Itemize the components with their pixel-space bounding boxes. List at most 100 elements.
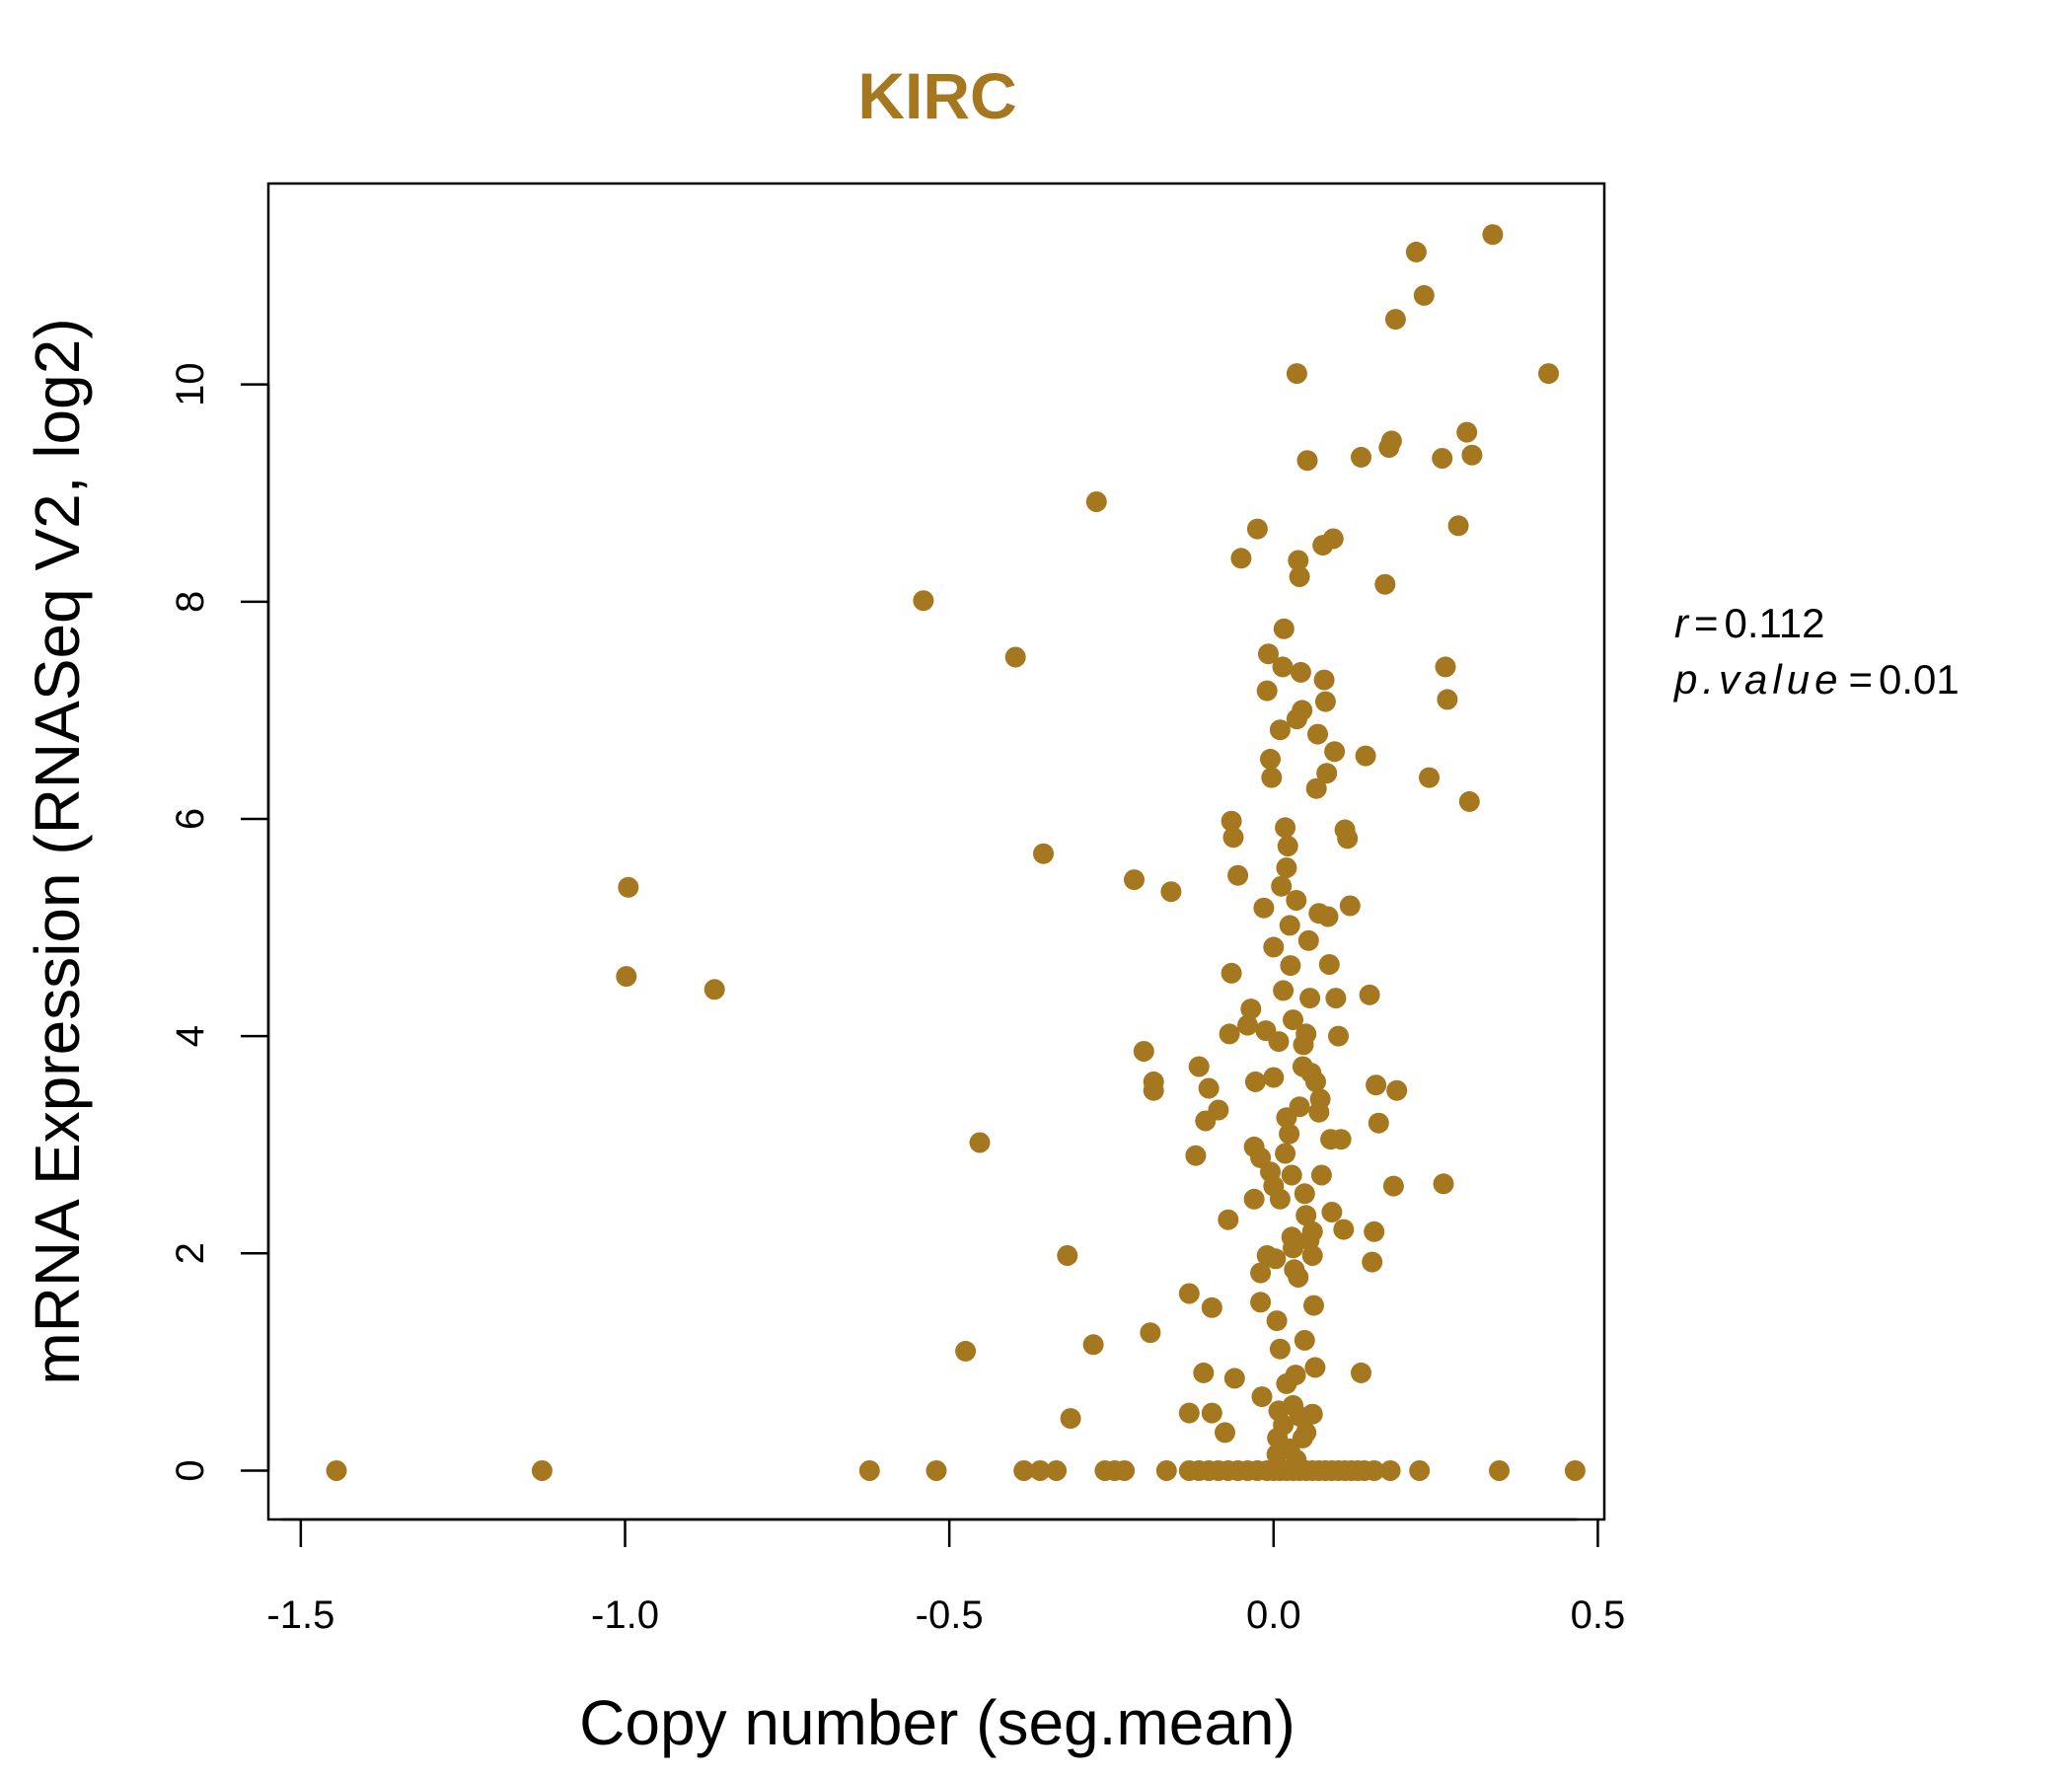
data-point xyxy=(1188,1056,1210,1077)
r-stat-equals: = xyxy=(1694,600,1719,646)
data-point xyxy=(1275,817,1296,839)
p-stat: p.value = 0.01 xyxy=(1672,656,1960,703)
data-point xyxy=(1004,646,1026,668)
data-point xyxy=(1185,1145,1207,1166)
data-point xyxy=(1290,661,1311,683)
data-point xyxy=(1314,691,1336,712)
data-point xyxy=(1318,954,1340,975)
data-point xyxy=(1260,1161,1281,1183)
data-point xyxy=(1046,1460,1068,1481)
data-point xyxy=(1178,1402,1200,1424)
data-point xyxy=(1273,618,1295,639)
data-point xyxy=(1355,745,1376,767)
data-point xyxy=(1178,1283,1200,1304)
data-point xyxy=(1308,1101,1330,1123)
data-point xyxy=(1297,929,1319,951)
data-point xyxy=(1330,1129,1352,1150)
data-point xyxy=(1230,548,1252,569)
data-point xyxy=(1294,1183,1315,1205)
data-point xyxy=(1292,1427,1313,1448)
data-point xyxy=(1256,1245,1278,1266)
chart-title: KIRC xyxy=(857,59,1016,132)
data-point xyxy=(1351,1362,1371,1383)
data-point xyxy=(1386,1079,1408,1101)
data-point xyxy=(1362,1251,1383,1273)
data-point xyxy=(1286,890,1307,911)
data-point xyxy=(913,590,934,612)
data-point xyxy=(1482,224,1504,246)
data-point xyxy=(1219,1023,1240,1045)
data-point xyxy=(1447,515,1469,537)
data-point xyxy=(1458,790,1480,812)
data-point xyxy=(1085,491,1107,512)
data-point xyxy=(1133,1041,1154,1062)
data-point xyxy=(1268,1031,1290,1053)
r-stat: r = 0.112 xyxy=(1674,600,1825,646)
data-point xyxy=(1437,689,1458,710)
data-point xyxy=(1313,669,1335,691)
data-point xyxy=(1273,980,1295,1001)
data-point xyxy=(858,1460,880,1481)
data-point xyxy=(1201,1296,1222,1318)
data-point xyxy=(1057,1245,1078,1266)
r-stat-label: r xyxy=(1674,600,1690,646)
y-tick-label: 6 xyxy=(169,808,212,830)
data-point xyxy=(1296,450,1318,472)
y-tick-label: 4 xyxy=(169,1025,212,1047)
data-point xyxy=(1359,984,1380,1005)
correlation-annotation: r = 0.112 p.value = 0.01 xyxy=(1672,600,1960,703)
r-stat-value: 0.112 xyxy=(1725,600,1825,646)
data-point xyxy=(1143,1079,1164,1101)
data-point xyxy=(1374,573,1396,595)
data-point xyxy=(1193,1362,1215,1383)
data-point xyxy=(1288,1267,1309,1288)
data-point xyxy=(1263,936,1285,958)
data-point xyxy=(1114,1460,1136,1481)
data-point xyxy=(1413,284,1435,306)
p-stat-label: p.value xyxy=(1672,656,1842,703)
data-point xyxy=(1435,656,1456,678)
data-point xyxy=(1364,1221,1385,1242)
y-tick-label: 10 xyxy=(169,362,212,407)
data-point xyxy=(1253,897,1275,919)
data-point xyxy=(1333,1219,1355,1240)
data-point xyxy=(1366,1074,1387,1096)
data-point xyxy=(1060,1408,1081,1430)
data-point xyxy=(1258,643,1279,665)
data-point xyxy=(1286,1449,1307,1470)
data-point xyxy=(1227,864,1249,886)
data-point xyxy=(1288,550,1309,571)
x-axis: -1.5 -1.0 -0.5 0.0 0.5 xyxy=(266,1517,1625,1637)
data-point xyxy=(1272,656,1294,678)
data-point xyxy=(1201,1402,1222,1424)
data-point xyxy=(1409,1460,1431,1481)
data-point xyxy=(1244,1071,1266,1092)
data-point xyxy=(1337,828,1359,850)
data-point xyxy=(1275,1143,1296,1164)
data-point xyxy=(1382,1175,1404,1197)
data-point xyxy=(1564,1460,1586,1481)
y-tick-label: 2 xyxy=(169,1242,212,1264)
data-point xyxy=(1322,528,1344,550)
y-tick-label: 8 xyxy=(169,591,212,613)
data-point xyxy=(1351,446,1371,468)
data-point xyxy=(1277,836,1298,856)
data-point xyxy=(1380,430,1402,452)
data-point xyxy=(616,966,637,988)
x-tick-label: -0.5 xyxy=(916,1593,984,1637)
data-point xyxy=(955,1340,977,1362)
data-point xyxy=(1263,1067,1285,1088)
data-point xyxy=(1271,875,1293,897)
data-point xyxy=(1256,680,1278,702)
data-point xyxy=(1286,363,1307,385)
x-tick-label: 0.0 xyxy=(1246,1593,1301,1637)
data-point xyxy=(1283,1009,1303,1031)
data-point xyxy=(1243,1188,1265,1210)
data-point xyxy=(1364,1460,1385,1481)
data-point xyxy=(1405,241,1427,262)
data-point xyxy=(531,1460,553,1481)
data-point xyxy=(1240,999,1262,1020)
data-point xyxy=(1279,1123,1300,1145)
data-point xyxy=(1295,1023,1317,1045)
